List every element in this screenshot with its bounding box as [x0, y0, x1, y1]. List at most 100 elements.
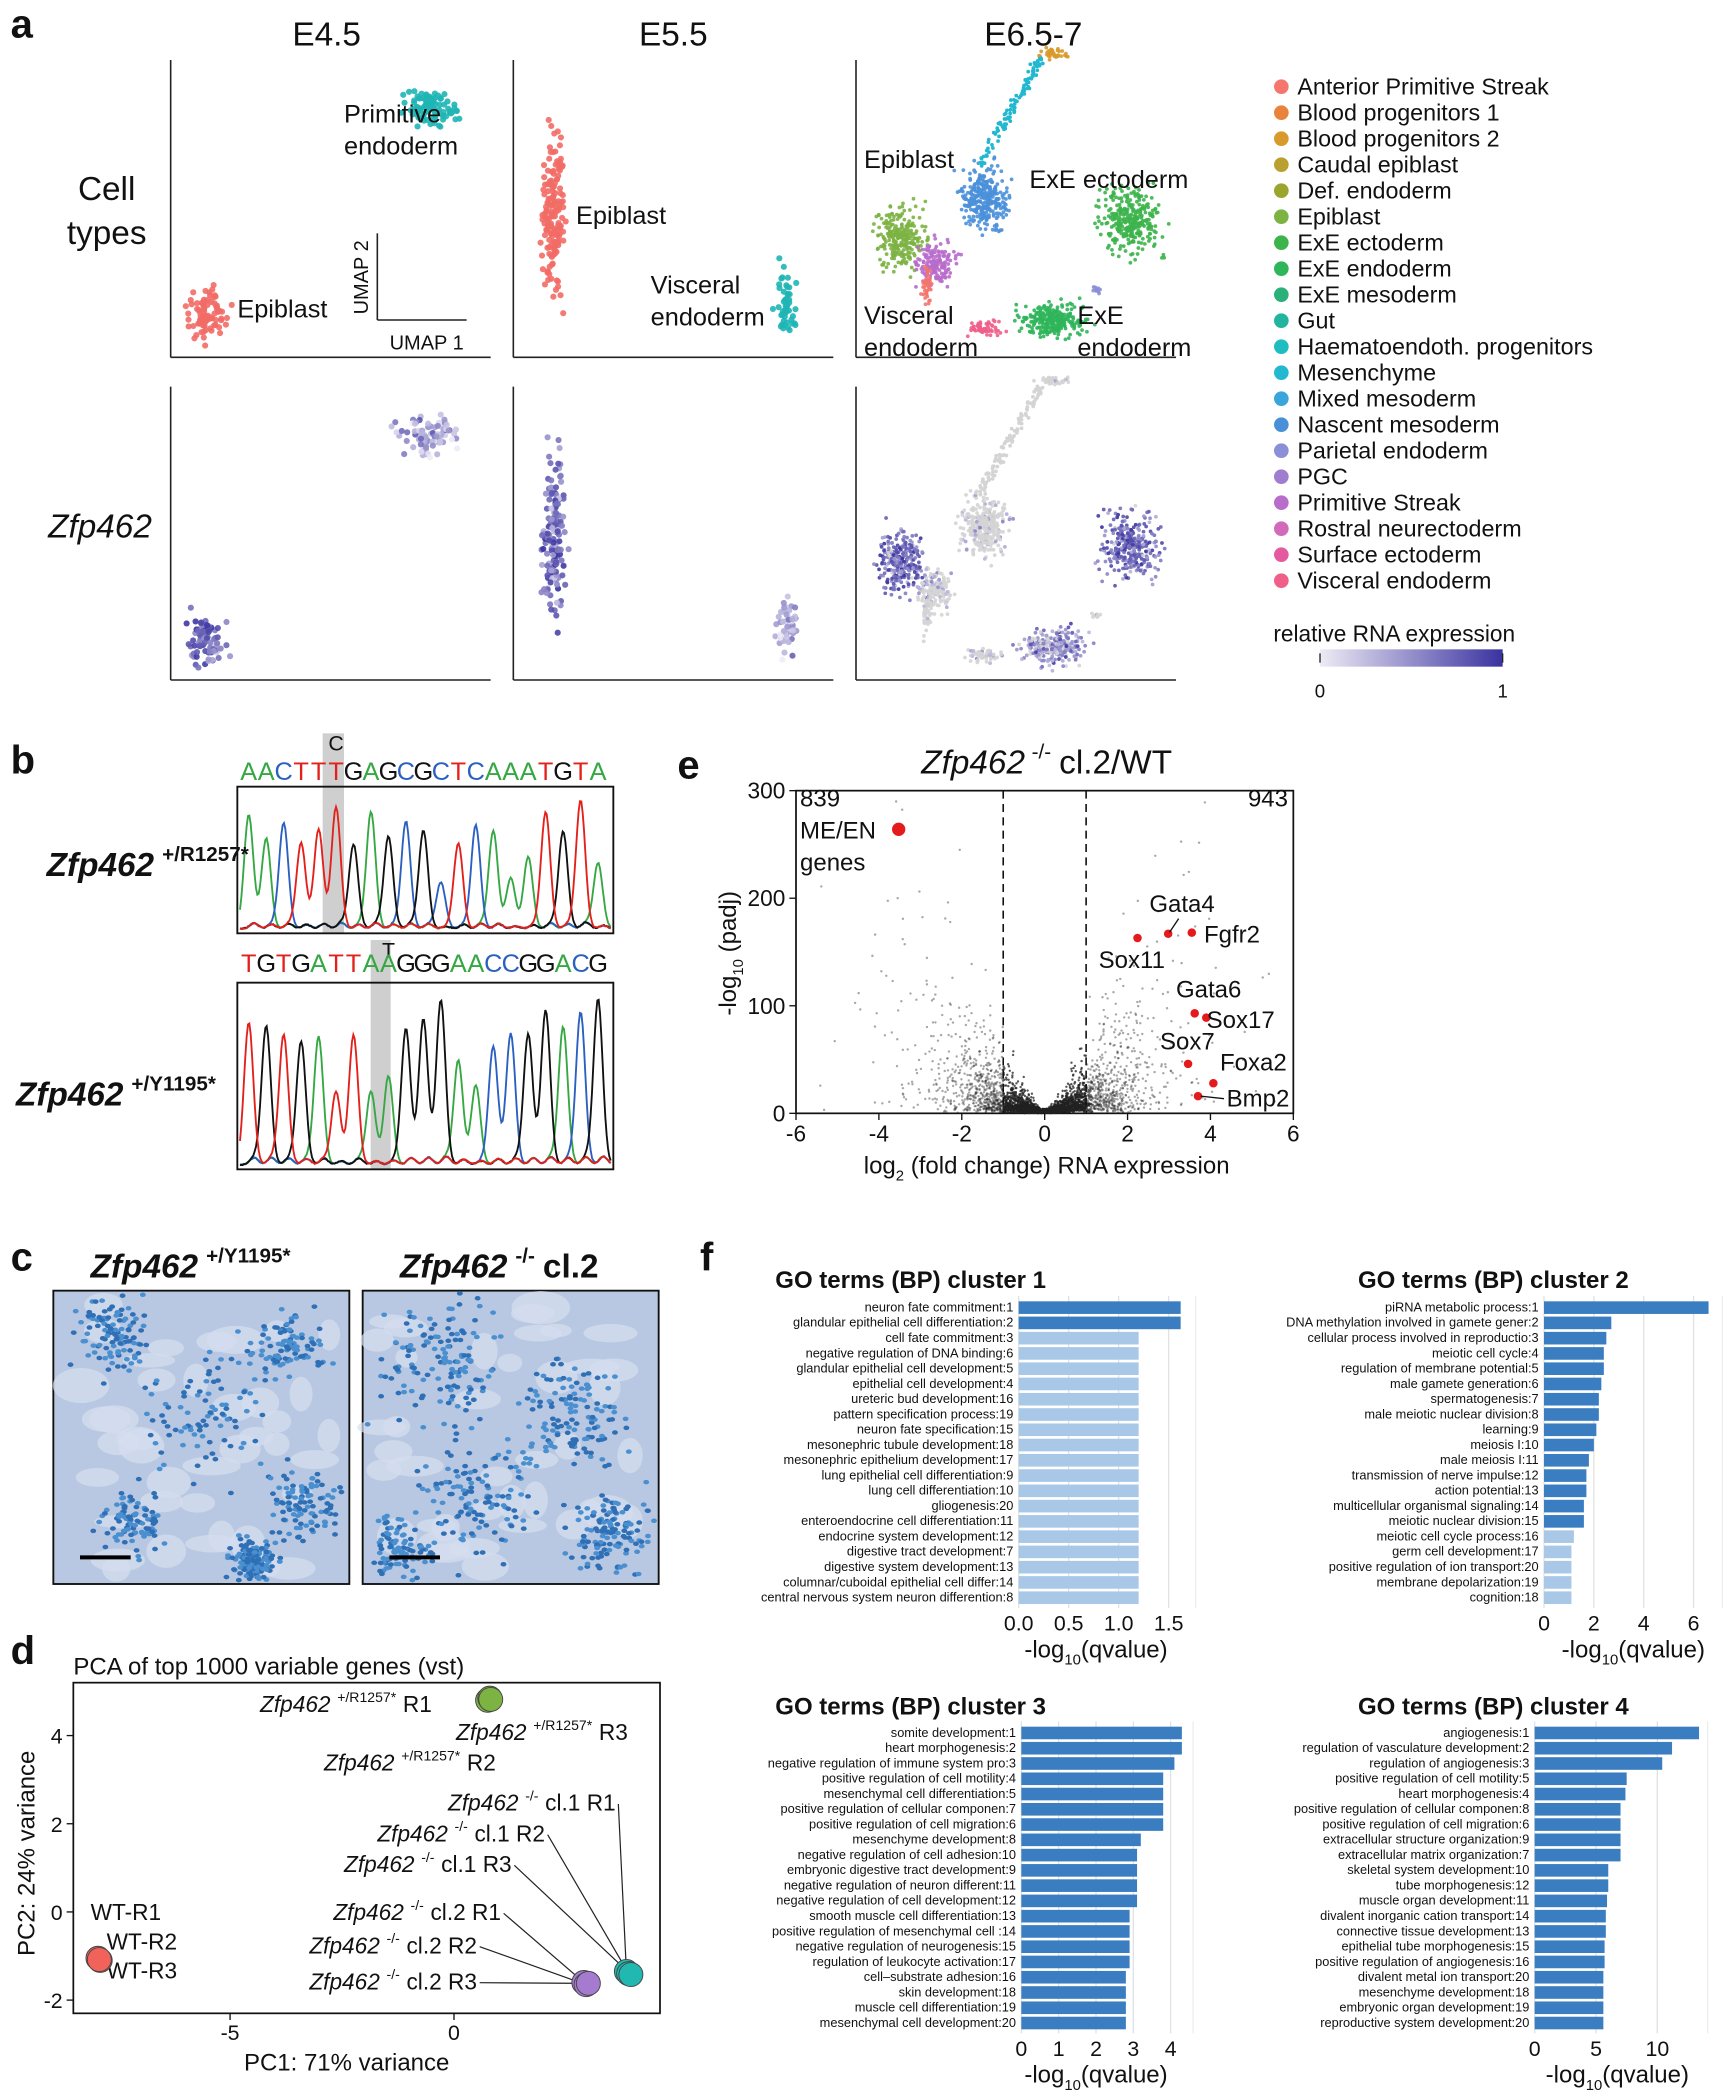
cell-dot [1126, 186, 1131, 191]
cell-dot [891, 587, 896, 592]
cell-dot [1160, 541, 1164, 545]
cell-dot [1144, 194, 1148, 199]
cell-dot [1041, 641, 1046, 646]
cell-dot [891, 582, 896, 586]
cell-dot [418, 429, 425, 436]
cell-dot [966, 500, 970, 504]
cell-dot [1131, 234, 1135, 239]
cell-dot [1080, 639, 1085, 644]
cell-dot [1115, 536, 1120, 541]
cell-dot [1117, 533, 1122, 537]
cell-dot [947, 274, 952, 279]
cell [418, 1395, 425, 1401]
cell-dot [1014, 308, 1018, 313]
cell [268, 1556, 275, 1562]
cell-dot [962, 508, 967, 513]
cell-dot [936, 567, 940, 572]
cell-dot [1122, 550, 1126, 555]
cell-dot [551, 199, 558, 206]
cell-dot [1045, 332, 1050, 337]
cell-dot [437, 411, 444, 418]
cell-dot [972, 327, 977, 332]
cell-dot [897, 556, 901, 561]
cell [308, 1519, 315, 1525]
cell-dot [973, 170, 978, 174]
cell-dot [976, 516, 981, 521]
cell [458, 1496, 465, 1501]
cell-dot [424, 116, 431, 124]
cell-dot [548, 505, 555, 512]
cell [308, 1336, 315, 1341]
cell [318, 1360, 325, 1366]
cell-dot [905, 535, 909, 540]
legend-label: Parietal endoderm [1297, 438, 1488, 464]
cell-dot [1131, 543, 1135, 547]
cell-dot [185, 310, 192, 317]
cell-dot [879, 545, 884, 549]
cell-dot [1093, 221, 1097, 226]
cell-dot [198, 619, 205, 626]
cell-dot [1154, 514, 1158, 519]
cell-dot [1047, 640, 1052, 645]
cell-dot [975, 660, 980, 665]
cell-dot [980, 518, 985, 523]
cell-dot [1107, 508, 1112, 512]
cell [160, 1462, 167, 1468]
legend-label: Haematoendoth. progenitors [1297, 334, 1593, 360]
cell [292, 1495, 299, 1500]
cell-dot [991, 547, 996, 552]
cell-dot [1115, 560, 1120, 565]
cell-dot [983, 180, 988, 184]
cell-dot [999, 122, 1003, 127]
cell [217, 1423, 224, 1429]
cell-dot [217, 645, 224, 652]
cell-dot [453, 107, 460, 114]
cell-dot [1112, 217, 1117, 221]
text-part: Zfp462 [46, 847, 155, 884]
cell-dot [560, 513, 567, 520]
flat-cell [369, 1314, 411, 1329]
cell-dot [1007, 517, 1012, 522]
cell-dot [1069, 621, 1073, 626]
cell [473, 1550, 480, 1556]
cell-dot [1059, 313, 1064, 318]
cell-dot [1031, 74, 1035, 79]
cell-dot [1057, 381, 1062, 386]
cell [90, 1343, 97, 1348]
cell-dot [885, 580, 890, 585]
cell-dot [548, 275, 555, 282]
cell [297, 1521, 304, 1527]
cell-dot [1108, 523, 1113, 527]
cell-dot [1020, 92, 1024, 97]
cell-dot [923, 296, 927, 300]
cell-dot [553, 232, 560, 239]
cell [307, 1499, 314, 1504]
cell-dot [997, 203, 1001, 208]
cell-dot [986, 140, 991, 145]
cell [527, 1387, 534, 1392]
cell-dot [914, 260, 919, 265]
cell-dot [1030, 636, 1035, 641]
cell-dot [970, 192, 975, 197]
legend-label: Mesenchyme [1297, 360, 1436, 386]
cell-dot [971, 547, 976, 552]
cell-dot [1063, 655, 1068, 659]
cell-dot [1001, 215, 1006, 220]
cell-dot [1097, 291, 1101, 296]
cell-dot [896, 587, 901, 592]
cell-dot [792, 306, 799, 313]
cell-dot [1040, 61, 1045, 66]
cell-dot [783, 611, 790, 618]
cell-dot [1119, 523, 1124, 528]
cell [187, 1427, 194, 1433]
panel-label: b [11, 738, 35, 782]
cell [534, 1393, 540, 1398]
cell-dot [555, 436, 562, 444]
cell-dot [1096, 215, 1100, 219]
cell-dot [914, 533, 919, 538]
cell-dot [1134, 556, 1139, 561]
cell [118, 1333, 125, 1339]
cell-dot [1112, 556, 1116, 561]
cell-dot [1130, 206, 1135, 211]
cell-dot [1055, 308, 1059, 312]
